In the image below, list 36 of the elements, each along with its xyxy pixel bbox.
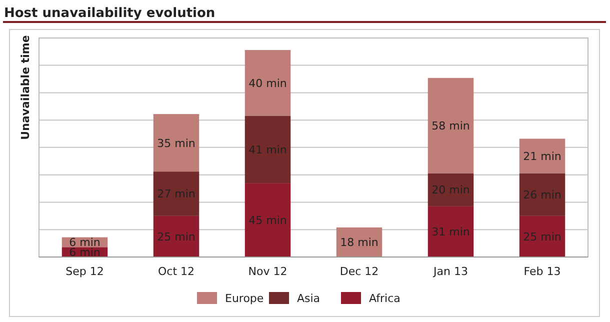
data-label: 45 min <box>248 214 287 228</box>
bar <box>428 173 474 206</box>
x-tick-label: Jan 13 <box>432 265 468 278</box>
data-label: 26 min <box>523 188 562 202</box>
chart-title: Host unavailability evolution <box>4 6 216 21</box>
data-label: 41 min <box>248 143 287 156</box>
y-axis-title: Unavailable time <box>19 35 32 140</box>
data-label: 20 min <box>432 184 470 197</box>
data-label: 21 min <box>523 150 562 163</box>
x-tick-label: Sep 12 <box>66 265 104 278</box>
x-tick-label: Feb 13 <box>524 265 561 278</box>
bar <box>519 173 566 216</box>
x-tick-label: Oct 12 <box>158 265 195 278</box>
data-label: 40 min <box>248 76 287 90</box>
bar <box>153 216 200 257</box>
bar <box>153 114 200 172</box>
x-tick-label: Nov 12 <box>248 265 288 278</box>
bar <box>519 138 566 174</box>
data-label: 58 min <box>432 120 470 133</box>
x-tick-label: Dec 12 <box>340 265 379 278</box>
data-label: 25 min <box>523 230 562 244</box>
data-label: 35 min <box>157 136 196 150</box>
legend-label: Asia <box>297 292 320 305</box>
bar <box>153 172 200 216</box>
bar <box>428 78 474 174</box>
data-label: 27 min <box>157 188 196 201</box>
bar <box>244 116 291 184</box>
data-label: 18 min <box>340 236 378 250</box>
legend-label: Europe <box>225 292 264 305</box>
bar <box>519 216 566 257</box>
bar <box>244 183 291 257</box>
bar <box>428 206 474 257</box>
legend-label: Africa <box>369 292 400 305</box>
data-label: 31 min <box>432 226 470 239</box>
bar <box>244 50 291 116</box>
data-label: 25 min <box>157 230 196 244</box>
